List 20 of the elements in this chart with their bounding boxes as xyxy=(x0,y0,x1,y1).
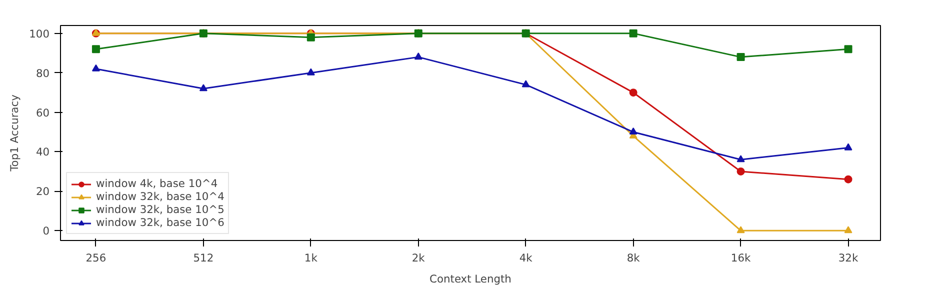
legend-label: window 32k, base 10^4 xyxy=(96,190,224,203)
x-tick-label: 1k xyxy=(304,252,318,264)
y-tick-label: 100 xyxy=(29,27,50,40)
x-tick-label: 32k xyxy=(838,252,859,264)
y-tick-label: 80 xyxy=(36,66,50,80)
x-axis-title: Context Length xyxy=(430,272,512,286)
y-tick-label: 0 xyxy=(42,224,50,238)
legend-label: window 32k, base 10^5 xyxy=(96,203,224,216)
y-tick-label: 60 xyxy=(36,106,50,120)
y-axis-title: Top1 Accuracy xyxy=(8,94,22,172)
x-tick-label: 256 xyxy=(86,252,106,264)
x-tick-label: 8k xyxy=(626,252,641,264)
x-tick-label: 16k xyxy=(730,252,752,264)
x-tick-label: 512 xyxy=(193,252,214,264)
legend-label: window 32k, base 10^6 xyxy=(96,216,224,229)
legend-label: window 4k, base 10^4 xyxy=(96,177,218,190)
y-tick-label: 40 xyxy=(36,146,50,159)
x-tick-label: 4k xyxy=(519,252,534,264)
x-tick-label: 2k xyxy=(412,252,426,264)
y-tick-label: 20 xyxy=(36,185,50,198)
